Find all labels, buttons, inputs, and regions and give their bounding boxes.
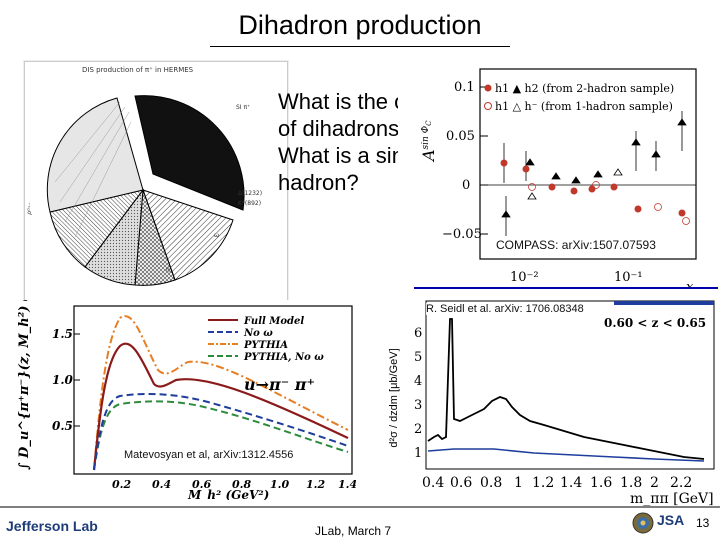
fragmentation-plot: 1.5 1.0 0.5 ∫ D_u^{π⁺π⁻}(z, M_h²) dz 0.2…: [17, 284, 357, 503]
compass-legend-0: h1 ▲ h2 (from 2-hadron sample): [495, 82, 674, 95]
seidl-xtick-8: 2: [650, 475, 659, 491]
compass-ylabel: Asin ΦC: [419, 120, 438, 163]
seidl-xtick-5: 1.4: [560, 475, 582, 491]
seidl-reference: R. Seidl et al. arXiv: 1706.08348: [426, 303, 584, 315]
compass-xtick-1: 10⁻¹: [614, 270, 643, 285]
seidl-black-curve: [427, 318, 705, 460]
seidl-xtick-6: 1.6: [590, 475, 612, 491]
ff-xtick-3: 0.8: [232, 478, 251, 491]
pie-caption: DIS production of π⁺ in HERMES: [82, 66, 194, 74]
ff-ytick-0: 1.5: [52, 327, 73, 341]
curve-full: [92, 342, 349, 471]
ff-legend-3: PYTHIA, No ω: [243, 352, 324, 363]
ff-ytick-1: 1.0: [52, 373, 74, 387]
compass-plot-panel: 0.1 0.05 0 −0.05 Asin ΦC 10⁻² 10⁻¹ x h1 …: [398, 61, 713, 295]
pie-chart-panel: [24, 61, 288, 303]
seidl-ytick-1: 5: [414, 350, 422, 365]
compass-plot: 0.1 0.05 0 −0.05 Asin ΦC 10⁻² 10⁻¹ x h1 …: [419, 68, 697, 295]
title-underline: [210, 46, 510, 47]
seidl-ytick-4: 2: [414, 422, 422, 437]
seidl-ytick-5: 1: [414, 446, 422, 461]
compass-data-points: [500, 111, 690, 236]
pie-slice-si: [134, 95, 245, 211]
ff-ytick-2: 0.5: [52, 419, 73, 433]
compass-ytick-1: 0.05: [446, 129, 475, 144]
page-number: 13: [696, 516, 710, 530]
ff-legend-2: PYTHIA: [243, 340, 288, 351]
seidl-ytick-0: 6: [414, 326, 422, 341]
footer-text: JLab, March 7: [315, 524, 392, 538]
seidl-ylabel: d²σ / dzdm [μb/GeV]: [388, 348, 400, 448]
seidl-xtick-3: 1: [514, 475, 523, 491]
doe-seal-icon: [632, 512, 654, 534]
jefferson-lab-logo: Jefferson Lab: [6, 518, 98, 534]
jsa-logo: JSA: [657, 512, 685, 528]
compass-xtick-0: 10⁻²: [510, 270, 539, 285]
ff-ylabel: ∫ D_u^{π⁺π⁻}(z, M_h²) dz: [17, 300, 32, 470]
ff-xtick-1: 0.4: [152, 478, 171, 491]
curve-pythia-no-omega: [93, 400, 349, 471]
pie-label-omega: ω: [214, 232, 220, 239]
ff-xtick-0: 0.2: [112, 478, 131, 491]
ff-xtick-2: 0.6: [192, 478, 211, 491]
ff-xlabel: M_h² (GeV²): [187, 488, 269, 500]
compass-reference: COMPASS: arXiv:1507.07593: [496, 238, 656, 252]
seidl-xlabel: m_ππ [GeV]: [630, 491, 714, 507]
seidl-plot: 6 5 4 3 2 1 0.60 < z < 0.65 0.4 0.6 0.8 …: [414, 300, 715, 507]
slide-title: Dihadron production: [238, 10, 482, 40]
pie-chart: [46, 95, 245, 286]
pie-label-delta: Δ(1232): [238, 190, 263, 197]
seidl-xtick-7: 1.8: [620, 475, 642, 491]
ff-annotation: u→π⁻ π⁺: [244, 375, 315, 394]
pie-slice-rest: [46, 97, 144, 213]
seidl-xtick-2: 0.8: [480, 475, 502, 491]
ff-xtick-5: 1.2: [306, 478, 325, 491]
ff-xtick-4: 1.0: [270, 478, 289, 491]
ff-legend-1: No ω: [243, 328, 273, 339]
ff-xtick-6: 1.4: [338, 478, 356, 491]
pie-slice-delta: [49, 189, 145, 268]
pie-label-si: SI π⁺: [236, 104, 251, 111]
compass-ytick-2: 0: [462, 178, 470, 193]
curve-pythia: [93, 315, 349, 471]
legend-open-circle: [484, 102, 492, 110]
seidl-ylabel-area: d²σ / dzdm [μb/GeV]: [374, 302, 414, 502]
seidl-ytick-3: 3: [414, 398, 422, 413]
seidl-xtick-9: 2.2: [670, 475, 692, 491]
compass-legend-1: h1 △ h⁻ (from 1-hadron sample): [495, 100, 673, 113]
footer-divider: [0, 506, 720, 508]
ff-reference: Matevosyan et al, arXiv:1312.4556: [124, 449, 294, 461]
pie-label-kstar: K*(892): [238, 200, 262, 207]
ff-legend-0: Full Model: [243, 316, 304, 327]
fragmentation-plot-panel: 1.5 1.0 0.5 ∫ D_u^{π⁺π⁻}(z, M_h²) dz 0.2…: [8, 284, 357, 503]
pie-label-eta: η: [166, 266, 170, 273]
curve-no-omega: [93, 393, 349, 471]
seidl-blue-curve: [427, 448, 705, 462]
compass-ytick-0: 0.1: [454, 80, 475, 95]
seidl-z-range: 0.60 < z < 0.65: [604, 316, 706, 330]
seidl-ytick-2: 4: [414, 374, 422, 389]
pie-slice-rho: [142, 189, 234, 281]
seidl-xtick-0: 0.4: [422, 475, 444, 491]
compass-ytick-3: −0.05: [442, 227, 482, 242]
seidl-xtick-1: 0.6: [450, 475, 472, 491]
seidl-xtick-4: 1.2: [532, 475, 554, 491]
legend-filled-circle: [484, 84, 492, 92]
seidl-plot-panel: 6 5 4 3 2 1 0.60 < z < 0.65 0.4 0.6 0.8 …: [414, 287, 718, 507]
